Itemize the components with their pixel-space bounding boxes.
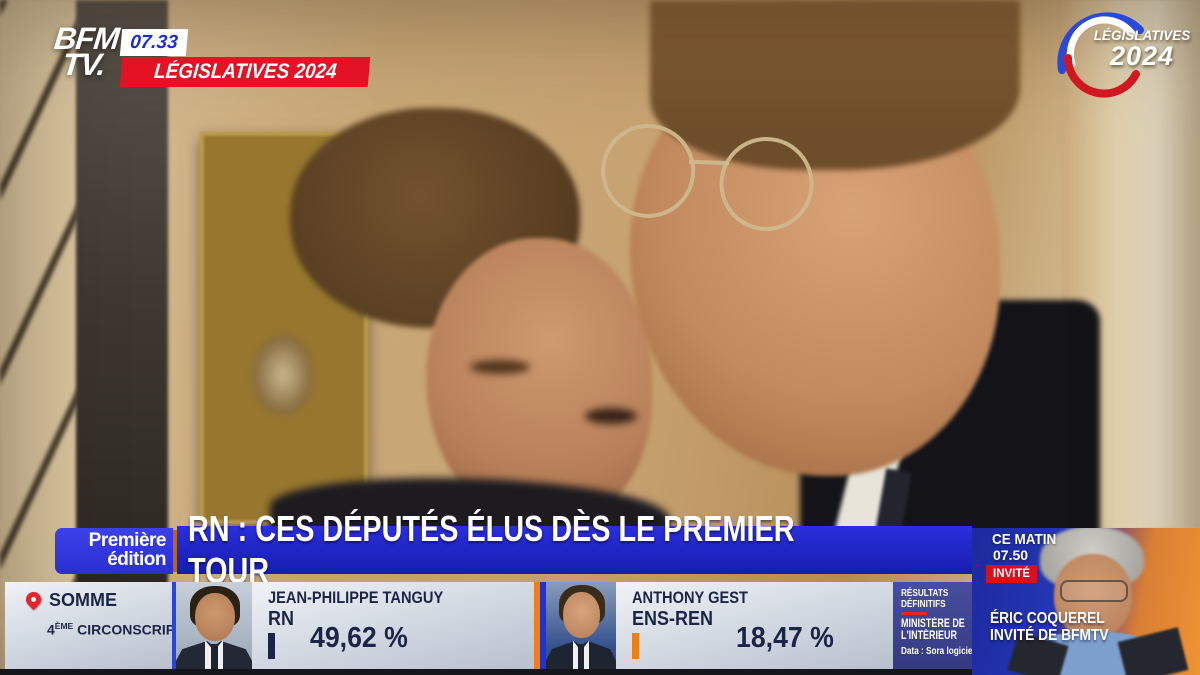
candidate-2-photo [546,582,616,670]
candidate-1-photo [176,582,252,670]
candidate-party: ENS-REN [632,608,714,630]
red-underline [901,612,927,615]
candidate-1-result: JEAN-PHILIPPE TANGUY RN 49,62 % [252,582,534,670]
show-label: Première édition [55,528,173,574]
candidate-score: 18,47 % [736,622,834,654]
guest-role: INVITÉ DE BFMTV [990,627,1109,644]
department-name: SOMME [49,590,118,610]
headline-text: RN : CES DÉPUTÉS ÉLUS DÈS LE PREMIER TOU… [188,508,795,591]
man-right-hair [650,0,1020,170]
clock-badge: 07.33 [119,29,189,56]
candidate-score: 49,62 % [310,622,408,654]
candidate-2-result: ANTHONY GEST ENS-REN 18,47 % [616,582,893,670]
guest-kicker: CE MATIN [992,531,1057,548]
location-pin-icon [22,588,45,611]
guest-glasses-icon [1060,580,1128,602]
blue-seam [172,582,176,670]
candidate-name: JEAN-PHILIPPE TANGUY [268,588,444,607]
orange-divider [534,582,540,670]
event-banner: LÉGISLATIVES 2024 [119,57,371,87]
guest-time: 07.50 [993,547,1029,563]
guest-name: ÉRIC COQUEREL [990,610,1105,627]
candidate-party: RN [268,608,295,630]
tricolor-arc-icon [1057,12,1144,98]
headline-banner: RN : CES DÉPUTÉS ÉLUS DÈS LE PREMIER TOU… [177,508,972,591]
party-color-bar [268,633,275,659]
candidate-name: ANTHONY GEST [632,588,748,607]
bfmtv-logo: BFM TV. [52,21,121,83]
party-color-bar [632,633,639,659]
blue-divider [540,582,546,670]
gilded-picture-frame [200,132,368,524]
bottom-edge [0,669,974,675]
legislatives-2024-logo: LÉGISLATIVES 2024 [1048,6,1200,106]
painting [213,145,355,511]
guest-badge: INVITÉ [986,565,1038,583]
upcoming-guest-panel: CE MATIN 07.50 INVITÉ ÉRIC COQUEREL INVI… [972,528,1200,675]
location-panel: SOMME 4ÈME CIRCONSCRIPTION [5,582,209,670]
results-source-panel: RÉSULTATS DÉFINITIFS MINISTÈRE DE L'INTÉ… [893,582,979,670]
orange-separator [173,530,177,572]
